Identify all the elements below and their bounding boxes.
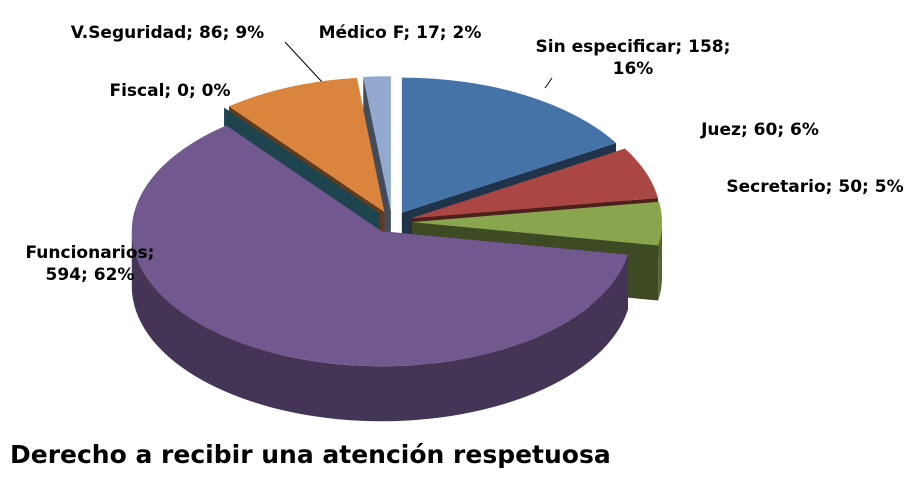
data-label: Fiscal; 0; 0% [109, 81, 231, 101]
slice-wall [131, 231, 628, 422]
slice [131, 125, 628, 367]
slice [410, 148, 658, 219]
data-label: Sin especificar; 158; 16% [535, 37, 731, 79]
data-label: Secretario; 50; 5% [726, 177, 904, 197]
leader-line [544, 77, 553, 89]
leader-line [284, 41, 323, 83]
data-label: Juez; 60; 6% [701, 120, 819, 140]
chart-title: Derecho a recibir una atención respetuos… [10, 440, 611, 469]
data-label: Funcionarios; 594; 62% [25, 243, 155, 285]
data-label: V.Seguridad; 86; 9% [70, 23, 265, 43]
slice [412, 201, 663, 246]
slice [363, 76, 391, 212]
slice [229, 77, 385, 213]
data-label: Médico F; 17; 2% [318, 23, 482, 43]
slice-wall [658, 222, 662, 301]
slice [401, 77, 616, 213]
